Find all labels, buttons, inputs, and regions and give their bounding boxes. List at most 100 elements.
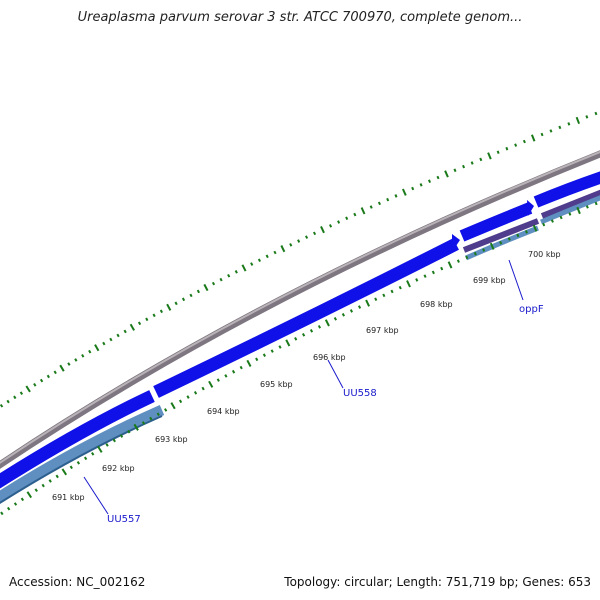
inner-ring-tick [423, 274, 427, 278]
inner-ring-tick [55, 474, 59, 479]
cds-forward-left[interactable] [0, 390, 155, 489]
kbp-tick-label: 699 kbp [473, 276, 506, 285]
outer-ring-tick [594, 111, 598, 116]
outer-ring-tick [289, 243, 293, 247]
outer-ring-tick [219, 277, 223, 282]
inner-ring-tick [201, 386, 205, 391]
kbp-tick-label: 696 kbp [313, 353, 346, 362]
outer-ring-tick [386, 197, 390, 202]
inner-ring-tick [317, 325, 322, 329]
outer-ring-tick [94, 344, 100, 352]
inner-ring-tick [576, 206, 581, 215]
inner-ring-tick [141, 421, 146, 425]
outer-ring-tick [280, 245, 286, 253]
outer-ring-tick [522, 139, 526, 144]
cds-reverse-right[interactable] [540, 195, 600, 225]
genome-backbone [0, 150, 600, 469]
outer-tick-ring [0, 111, 598, 408]
outer-ring-tick [479, 157, 483, 162]
outer-ring-tick [67, 362, 71, 366]
inner-ring-tick [285, 339, 291, 347]
inner-ring-tick [13, 502, 18, 506]
outer-ring-tick [39, 378, 44, 383]
inner-ring-tick [382, 293, 386, 298]
gene-label-uu557[interactable]: UU557 [107, 514, 141, 525]
inner-ring-tick [374, 297, 378, 302]
inner-ring-tick [156, 412, 160, 417]
inner-ring-tick [524, 230, 528, 234]
outer-ring-tick [328, 224, 333, 228]
genome-stats-label: Topology: circular; Length: 751,719 bp; … [284, 575, 591, 589]
outer-ring-tick [116, 333, 120, 338]
cds-uu557[interactable] [0, 404, 165, 504]
inner-ring-tick [550, 219, 554, 223]
inner-ring-tick [26, 491, 33, 499]
outer-ring-tick [320, 225, 325, 234]
inner-ring-tick [178, 399, 183, 404]
inner-ring-tick [585, 205, 589, 209]
genome-backbone-highlight [0, 150, 600, 464]
outer-ring-tick [109, 337, 113, 342]
inner-ring-tick [91, 452, 95, 456]
outer-ring-tick [530, 134, 536, 142]
inner-ring-tick [532, 224, 538, 232]
cds-forward-mid-arrowhead [527, 200, 534, 216]
outer-ring-tick [514, 143, 518, 147]
outer-ring-tick [265, 254, 269, 259]
cds-purple-2[interactable] [540, 189, 600, 219]
inner-ring-tick [507, 237, 511, 241]
outer-ring-tick [353, 212, 357, 217]
inner-ring-tick [465, 255, 469, 260]
inner-ring-tick [119, 434, 124, 438]
outer-ring-tick [129, 323, 135, 331]
inner-ring-tick [349, 309, 354, 313]
outer-ring-tick [145, 317, 149, 322]
outer-ring-tick [181, 297, 186, 302]
inner-ring-tick [341, 313, 345, 317]
outer-ring-tick [297, 239, 301, 243]
inner-ring-tick [278, 345, 282, 349]
outer-ring-tick [377, 201, 382, 206]
inner-ring-tick [294, 337, 298, 341]
inner-ring-tick [83, 456, 88, 461]
outer-ring-tick [227, 273, 231, 278]
outer-ring-tick [250, 262, 254, 266]
inner-ring-tick [0, 511, 4, 516]
cds-forward-mid[interactable] [459, 202, 533, 242]
outer-ring-tick [436, 175, 440, 180]
outer-ring-tick [159, 309, 163, 314]
gene-label-uu558[interactable]: UU558 [343, 388, 377, 399]
inner-ring-tick [516, 233, 520, 238]
inner-ring-tick [41, 483, 45, 488]
inner-ring-tick [431, 270, 435, 275]
inner-ring-tick [193, 391, 198, 395]
inner-ring-tick [149, 416, 153, 421]
kbp-tick-label: 692 kbp [102, 464, 135, 473]
outer-ring-tick [166, 303, 172, 311]
outer-ring-tick [427, 179, 432, 183]
cds-uu558[interactable] [153, 238, 459, 398]
outer-ring-tick [74, 358, 78, 362]
cds-forward-right[interactable] [533, 171, 600, 208]
inner-ring-tick [447, 261, 453, 269]
gene-leader-uu557 [83, 476, 109, 515]
inner-ring-tick [456, 259, 460, 263]
outer-ring-tick [53, 370, 57, 375]
outer-ring-tick [337, 220, 341, 224]
cds-uu558-arrowhead [452, 234, 460, 252]
outer-ring-tick [496, 150, 500, 154]
inner-ring-tick [302, 333, 306, 337]
outer-ring-tick [304, 235, 309, 239]
inner-ring-tick [48, 479, 52, 483]
gene-labels: UU557 UU558 oppF [83, 259, 544, 525]
kbp-tick-label: 693 kbp [155, 435, 188, 444]
outer-ring-tick [585, 115, 589, 119]
outer-ring-tick [196, 289, 200, 294]
cds-purple-1[interactable] [462, 218, 540, 253]
inner-ring-tick [309, 329, 314, 333]
gene-label-oppf[interactable]: oppF [519, 304, 544, 315]
inner-ring-tick [112, 438, 116, 443]
inner-tick-ring [0, 201, 598, 516]
